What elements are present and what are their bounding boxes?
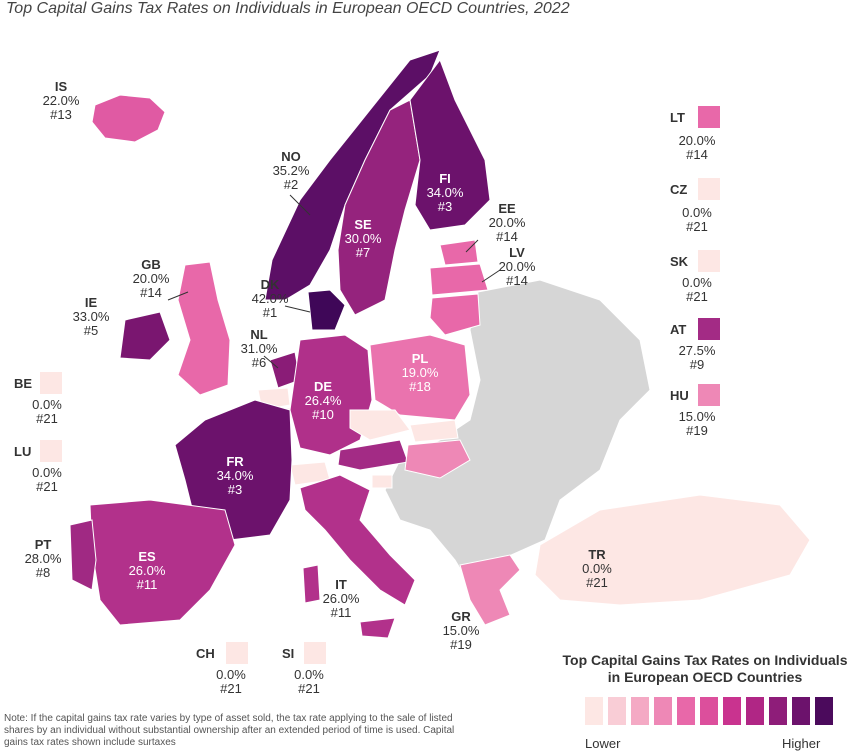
leader-LV [481, 269, 501, 283]
side-code-AT: AT [670, 322, 687, 337]
country-CZ [349, 409, 411, 441]
country-EE [439, 239, 479, 266]
country-LV [429, 263, 489, 296]
swatch-CZ [698, 178, 720, 200]
label-EE: EE 20.0% #14 [488, 201, 526, 244]
side-code-SK: SK [670, 254, 689, 269]
label-LV: LV 20.0% #14 [498, 245, 536, 288]
side-val-CH: 0.0% #21 [216, 667, 246, 696]
side-code-HU: HU [670, 388, 689, 403]
country-LT [429, 293, 481, 336]
legend-swatch-2 [631, 697, 649, 725]
leader-NO [289, 194, 311, 216]
swatch-HU [698, 384, 720, 406]
country-FR [174, 399, 293, 541]
side-code-CZ: CZ [670, 182, 688, 197]
swatch-AT [698, 318, 720, 340]
country-HU [404, 439, 471, 479]
country-PT [69, 519, 97, 591]
side-code-SI: SI [282, 646, 295, 661]
legend-high-label: Higher [782, 736, 821, 751]
label-IS: IS 22.0% #13 [42, 79, 80, 122]
side-val-BE: 0.0% #21 [32, 397, 62, 426]
label-IT: IT 26.0% #11 [322, 577, 360, 620]
footnote: Note: If the capital gains tax rate vari… [4, 713, 455, 748]
legend-swatch-6 [723, 697, 741, 725]
country-FI [409, 58, 491, 231]
country-IT-sardinia [302, 564, 321, 604]
legend-swatch-3 [654, 697, 672, 725]
country-IT [299, 474, 416, 606]
label-FI: FI 34.0% #3 [426, 171, 464, 214]
side-val-AT: 27.5% #9 [678, 343, 716, 372]
map-title: Top Capital Gains Tax Rates on Individua… [6, 0, 570, 17]
side-val-LT: 20.0% #14 [678, 133, 716, 162]
legend-swatch-8 [769, 697, 787, 725]
country-IT-sicily [359, 617, 396, 639]
legend-swatch-1 [608, 697, 626, 725]
swatch-SK [698, 250, 720, 272]
legend-swatch-4 [677, 697, 695, 725]
label-IE: IE 33.0% #5 [72, 295, 110, 338]
side-val-CZ: 0.0% #21 [682, 205, 712, 234]
label-DE: DE 26.4% #10 [304, 379, 342, 422]
country-GB [177, 261, 231, 396]
swatch-BE [40, 372, 62, 394]
country-SI [371, 474, 393, 489]
side-val-HU: 15.0% #19 [678, 409, 716, 438]
side-code-LT: LT [670, 110, 685, 125]
side-val-SI: 0.0% #21 [294, 667, 324, 696]
label-GB: GB 20.0% #14 [132, 257, 170, 300]
side-code-BE: BE [14, 376, 33, 391]
leader-NL [263, 355, 279, 369]
legend-swatch-10 [815, 697, 833, 725]
country-SE [337, 99, 421, 316]
label-NO: NO 35.2% #2 [272, 149, 310, 192]
leader-GB [167, 291, 189, 301]
leader-DK [284, 305, 311, 313]
swatch-CH [226, 642, 248, 664]
legend-scale [585, 697, 833, 725]
country-GR [459, 554, 521, 626]
legend-low-label: Lower [585, 736, 621, 751]
label-PT: PT 28.0% #8 [24, 537, 62, 580]
country-SK [409, 419, 459, 443]
label-GR: GR 15.0% #19 [442, 609, 480, 652]
legend-swatch-7 [746, 697, 764, 725]
label-FR: FR 34.0% #3 [216, 454, 254, 497]
country-IE [119, 311, 171, 361]
country-ES [89, 499, 236, 626]
legend-swatch-0 [585, 697, 603, 725]
label-PL: PL 19.0% #18 [401, 351, 439, 394]
swatch-SI [304, 642, 326, 664]
side-code-LU: LU [14, 444, 32, 459]
country-AT [337, 439, 409, 471]
label-ES: ES 26.0% #11 [128, 549, 166, 592]
leader-EE [465, 239, 479, 253]
swatch-LT [698, 106, 720, 128]
side-code-CH: CH [196, 646, 215, 661]
country-PL [369, 334, 471, 421]
legend-swatch-9 [792, 697, 810, 725]
country-DK [307, 289, 346, 331]
legend-title: Top Capital Gains Tax Rates on Individua… [562, 652, 848, 685]
label-DK: DK 42.0% #1 [251, 277, 289, 320]
label-TR: TR 0.0% #21 [582, 547, 612, 590]
country-IS [91, 94, 166, 143]
label-NL: NL 31.0% #6 [240, 327, 278, 370]
side-val-LU: 0.0% #21 [32, 465, 62, 494]
swatch-LU [40, 440, 62, 462]
legend-swatch-5 [700, 697, 718, 725]
label-SE: SE 30.0% #7 [344, 217, 382, 260]
side-val-SK: 0.0% #21 [682, 275, 712, 304]
country-TR [534, 494, 811, 606]
